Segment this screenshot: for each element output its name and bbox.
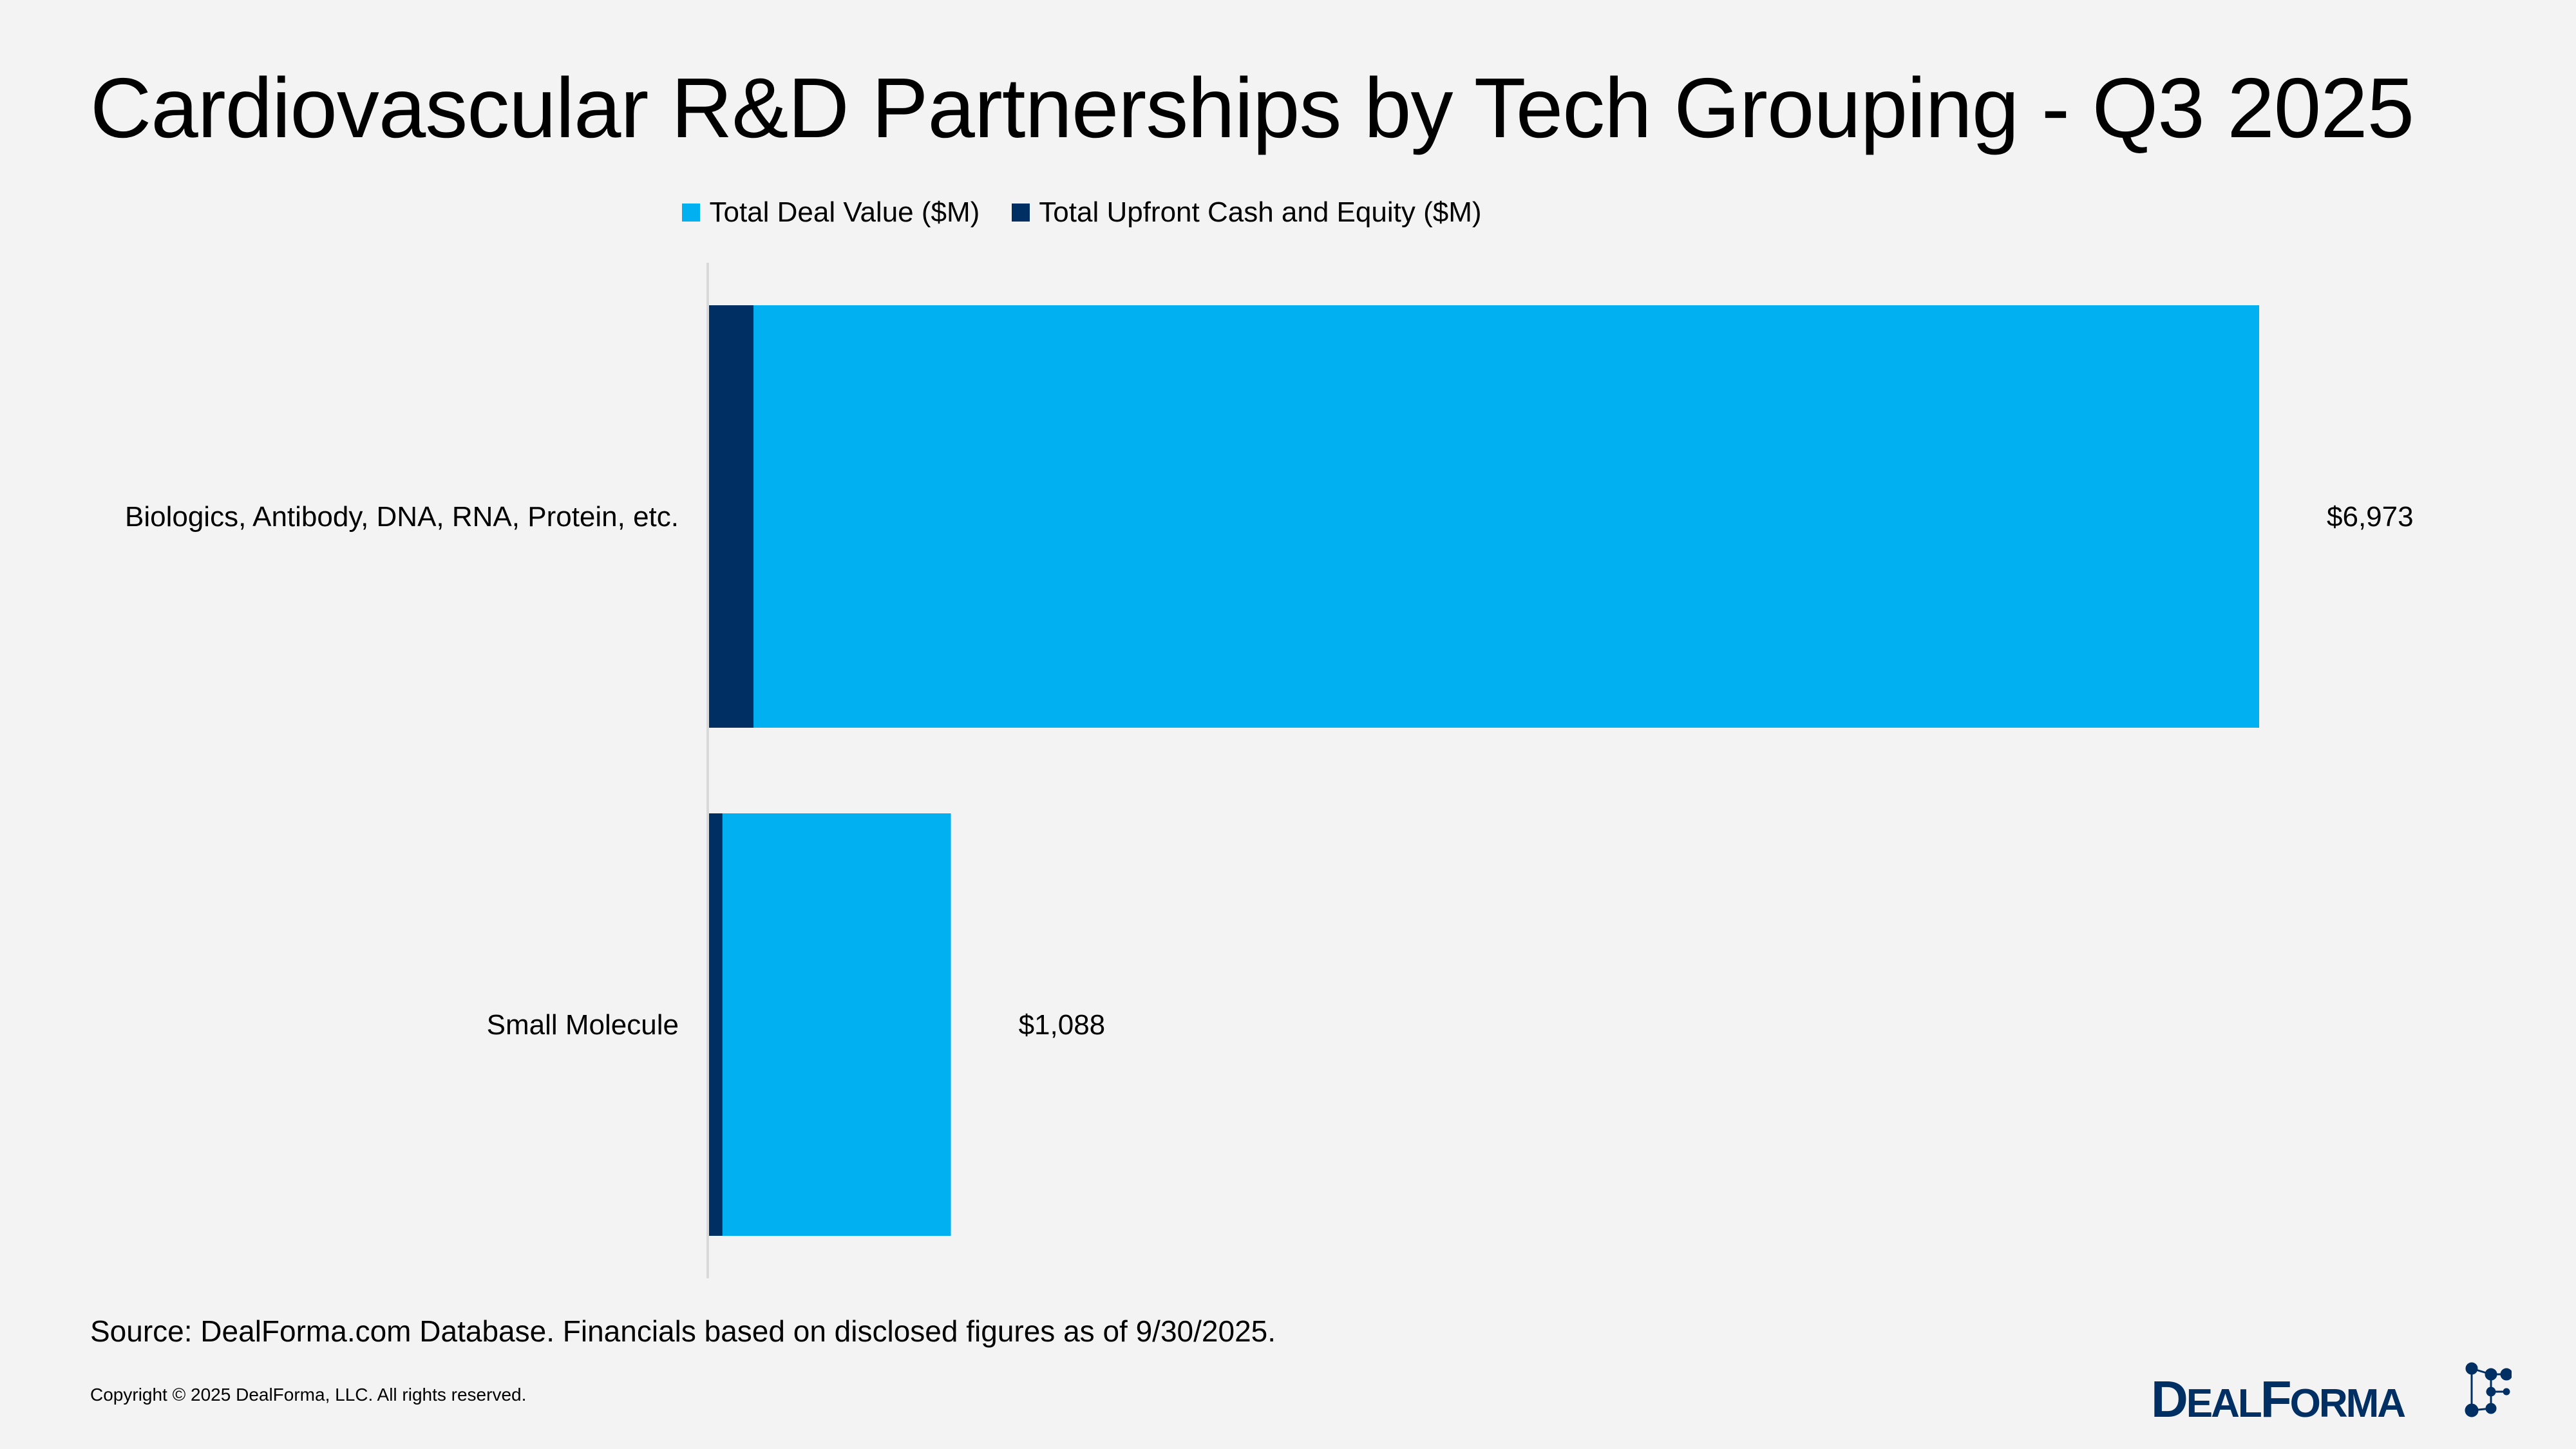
bar-upfront-0 <box>709 305 754 728</box>
legend-item-upfront: Total Upfront Cash and Equity ($M) <box>1012 196 1482 229</box>
bar-total-deal-value-1 <box>709 813 951 1236</box>
legend-label: Total Upfront Cash and Equity ($M) <box>1039 196 1482 228</box>
legend-swatch <box>1012 204 1030 222</box>
data-label: $6,973 <box>2327 501 2414 533</box>
bar-upfront-1 <box>709 813 723 1236</box>
category-label: Biologics, Antibody, DNA, RNA, Protein, … <box>125 501 679 533</box>
category-label: Small Molecule <box>487 1009 679 1041</box>
legend-item-total-deal-value: Total Deal Value ($M) <box>682 196 980 229</box>
svg-text:DEALFORMA: DEALFORMA <box>2151 1370 2405 1426</box>
bar-total-deal-value-0 <box>709 305 2259 728</box>
source-note: Source: DealForma.com Database. Financia… <box>90 1314 1276 1348</box>
data-label: $1,088 <box>1019 1009 1106 1041</box>
chart-title: Cardiovascular R&D Partnerships by Tech … <box>90 61 2414 155</box>
dealforma-logo: DEALFORMA <box>2151 1362 2512 1426</box>
copyright: Copyright © 2025 DealForma, LLC. All rig… <box>90 1385 527 1405</box>
legend-swatch <box>682 204 701 222</box>
legend-label: Total Deal Value ($M) <box>709 196 980 228</box>
legend: Total Deal Value ($M) Total Upfront Cash… <box>0 196 2370 229</box>
